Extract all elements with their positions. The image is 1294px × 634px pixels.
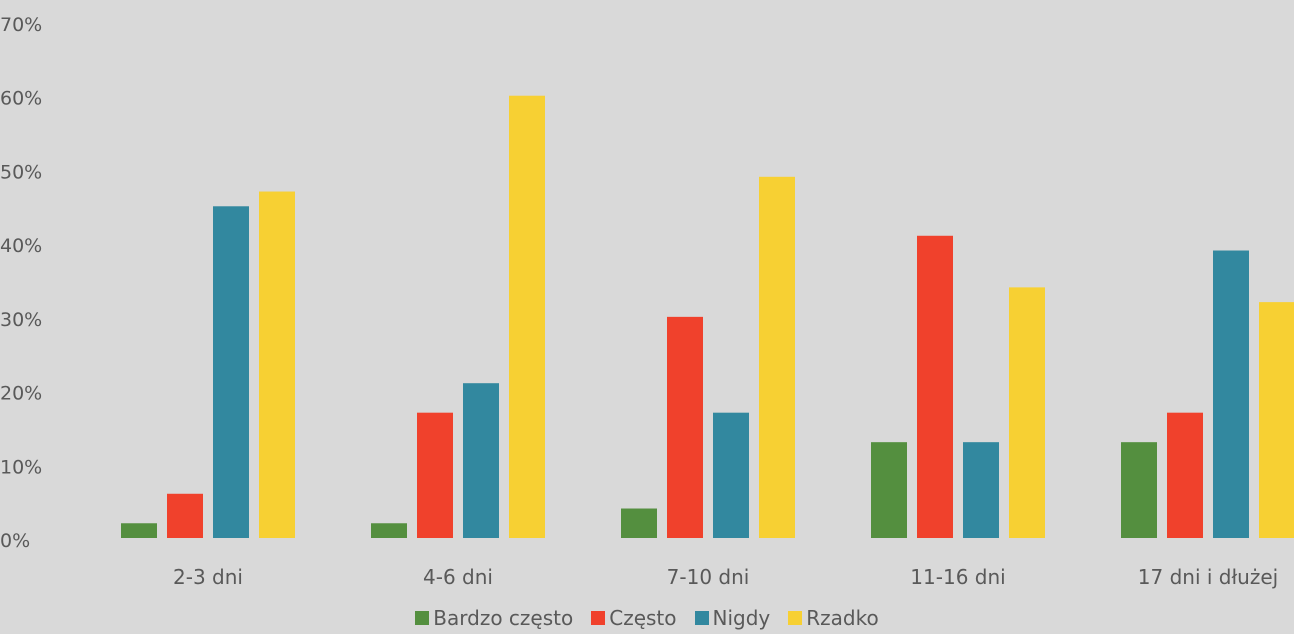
x-axis-labels: 2-3 dni 4-6 dni 7-10 dni 11-16 dni 17 dni i …: [173, 565, 1278, 589]
bar: [871, 442, 907, 538]
legend-swatch: [694, 611, 709, 625]
x-tick-label: 2-3 dni: [173, 565, 243, 589]
bar: [417, 412, 453, 538]
bar: [371, 523, 407, 538]
bar: [167, 493, 203, 538]
bar: [759, 176, 795, 539]
bar: [963, 442, 999, 538]
bar: [259, 191, 295, 539]
legend-swatch: [591, 611, 606, 625]
bar: [463, 383, 499, 538]
legend-swatch: [415, 611, 430, 625]
bar: [713, 412, 749, 538]
y-tick-label: 70%: [0, 14, 42, 36]
x-tick-label: 11-16 dni: [910, 565, 1005, 589]
legend: Bardzo często Często Nigdy Rzadko: [0, 606, 1294, 630]
legend-item: Bardzo często: [415, 606, 573, 630]
bar: [213, 206, 249, 539]
y-tick-label: 60%: [0, 88, 42, 110]
y-tick-label: 30%: [0, 309, 42, 331]
bars-group: [121, 95, 1294, 539]
y-tick-label: 10%: [0, 456, 42, 478]
bar: [917, 235, 953, 538]
legend-item: Często: [591, 606, 677, 630]
legend-label: Bardzo często: [433, 606, 574, 630]
bar: [1121, 442, 1157, 538]
bar: [1259, 302, 1294, 538]
y-tick-label: 40%: [0, 235, 42, 257]
y-tick-label: 20%: [0, 383, 42, 405]
x-tick-label: 4-6 dni: [423, 565, 493, 589]
x-tick-label: 7-10 dni: [667, 565, 750, 589]
bar: [621, 508, 657, 538]
bar: [121, 523, 157, 538]
legend-swatch: [788, 611, 803, 625]
bar: [1167, 412, 1203, 538]
legend-label: Nigdy: [712, 606, 771, 630]
bar: [1009, 287, 1045, 538]
bar: [1213, 250, 1249, 538]
legend-label: Często: [609, 606, 677, 630]
bar: [509, 95, 545, 538]
bar: [667, 316, 703, 538]
legend-item: Nigdy: [694, 606, 771, 630]
y-axis-ticks: 0% 10% 20% 30% 40% 50% 60% 70%: [0, 14, 42, 552]
legend-label: Rzadko: [806, 606, 879, 630]
x-tick-label: 17 dni i dłużej: [1138, 565, 1278, 589]
legend-item: Rzadko: [788, 606, 879, 630]
y-tick-label: 0%: [0, 530, 30, 552]
y-tick-label: 50%: [0, 161, 42, 183]
